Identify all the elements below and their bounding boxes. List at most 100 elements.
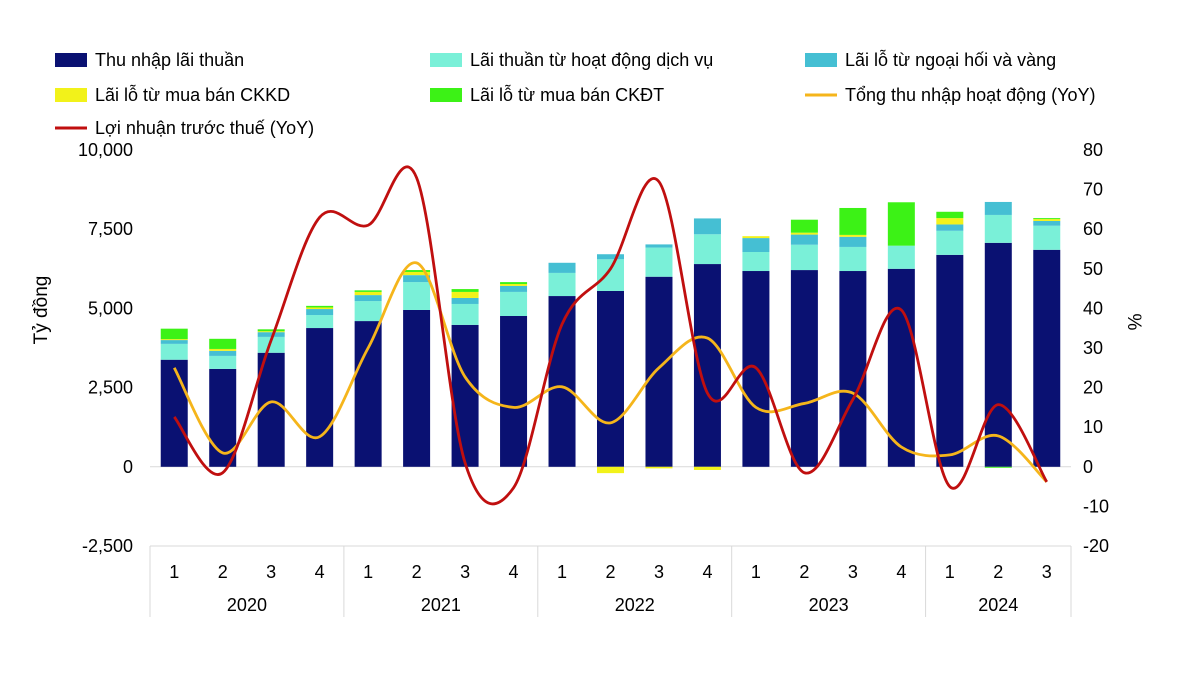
legend-label: Lãi lỗ từ mua bán CKKD bbox=[95, 84, 290, 105]
y-tick-label: 2,500 bbox=[88, 378, 133, 398]
bar-segment bbox=[645, 277, 672, 467]
bar-segment bbox=[742, 238, 769, 252]
y2-tick-label: 0 bbox=[1083, 457, 1093, 477]
bar-segment bbox=[258, 329, 285, 331]
y-tick-label: 7,500 bbox=[88, 219, 133, 239]
y2-tick-label: -20 bbox=[1083, 536, 1109, 556]
bar-segment bbox=[549, 263, 576, 273]
x-tick-label: 3 bbox=[1042, 562, 1052, 582]
y2-tick-label: 20 bbox=[1083, 378, 1103, 398]
y2-tick-label: 10 bbox=[1083, 417, 1103, 437]
bar-segment bbox=[403, 282, 430, 310]
bar-segment bbox=[985, 243, 1012, 467]
bar-segment bbox=[791, 220, 818, 233]
bar-segment bbox=[161, 340, 188, 344]
bar-segment bbox=[209, 339, 236, 349]
bar-segment bbox=[597, 467, 624, 473]
bar-segment bbox=[1033, 250, 1060, 467]
bar-segment bbox=[500, 292, 527, 316]
bar-segment bbox=[597, 291, 624, 467]
bar-segment bbox=[791, 270, 818, 467]
bar-segment bbox=[694, 234, 721, 264]
y2-tick-label: -10 bbox=[1083, 496, 1109, 516]
bar-segment bbox=[355, 290, 382, 292]
x-tick-label: 4 bbox=[896, 562, 906, 582]
bar-segment bbox=[209, 356, 236, 369]
bar-segment bbox=[549, 273, 576, 296]
x-tick-label: 2 bbox=[605, 562, 615, 582]
bar-segment bbox=[1033, 226, 1060, 250]
legend-label: Thu nhập lãi thuần bbox=[95, 50, 244, 70]
y-axis-label: Tỷ đồng bbox=[31, 276, 52, 345]
x-tick-label: 1 bbox=[169, 562, 179, 582]
bar-segment bbox=[452, 325, 479, 467]
bar-segment bbox=[888, 202, 915, 245]
bar-segment bbox=[500, 282, 527, 284]
bar-segment bbox=[645, 467, 672, 469]
bar-segment bbox=[306, 328, 333, 467]
legend-label: Lãi thuần từ hoạt động dịch vụ bbox=[470, 50, 713, 70]
bar-segment bbox=[161, 360, 188, 467]
bar-segment bbox=[403, 310, 430, 467]
bar-segment bbox=[1033, 221, 1060, 226]
x-tick-label: 1 bbox=[945, 562, 955, 582]
bar-segment bbox=[452, 304, 479, 325]
bar-segment bbox=[209, 349, 236, 351]
x-tick-label: 2 bbox=[218, 562, 228, 582]
y-tick-label: -2,500 bbox=[82, 536, 133, 556]
bar-segment bbox=[452, 298, 479, 304]
legend-swatch bbox=[430, 53, 462, 67]
bar-segment bbox=[597, 259, 624, 291]
bar-segment bbox=[645, 244, 672, 247]
x-tick-label: 3 bbox=[266, 562, 276, 582]
bar-segment bbox=[161, 344, 188, 360]
bar-segment bbox=[306, 309, 333, 315]
legend-label: Lợi nhuận trước thuế (YoY) bbox=[95, 118, 314, 138]
y2-tick-label: 80 bbox=[1083, 140, 1103, 160]
bar-segment bbox=[839, 237, 866, 247]
legend-label: Lãi lỗ từ ngoại hối và vàng bbox=[845, 49, 1056, 70]
bars bbox=[161, 202, 1061, 473]
bar-segment bbox=[306, 315, 333, 328]
bar-segment bbox=[936, 231, 963, 255]
x-tick-label: 4 bbox=[702, 562, 712, 582]
legend-label: Tổng thu nhập hoạt động (YoY) bbox=[845, 85, 1096, 105]
bar-segment bbox=[500, 284, 527, 286]
bar-segment bbox=[985, 215, 1012, 243]
x-tick-label: 4 bbox=[315, 562, 325, 582]
legend-swatch bbox=[805, 53, 837, 67]
x-group-label: 2020 bbox=[227, 595, 267, 615]
bar-segment bbox=[936, 224, 963, 230]
legend-swatch bbox=[55, 88, 87, 102]
bar-segment bbox=[258, 331, 285, 332]
legend-label: Lãi lỗ từ mua bán CKĐT bbox=[470, 84, 664, 105]
bar-segment bbox=[936, 218, 963, 224]
bar-segment bbox=[500, 286, 527, 292]
bar-segment bbox=[306, 306, 333, 308]
x-tick-label: 1 bbox=[363, 562, 373, 582]
bar-segment bbox=[936, 212, 963, 218]
x-tick-label: 2 bbox=[412, 562, 422, 582]
bar-segment bbox=[694, 467, 721, 470]
bar-segment bbox=[306, 307, 333, 309]
y2-tick-label: 70 bbox=[1083, 180, 1103, 200]
bar-segment bbox=[985, 202, 1012, 215]
bar-segment bbox=[1033, 218, 1060, 219]
bar-segment bbox=[888, 246, 915, 269]
y2-tick-label: 40 bbox=[1083, 298, 1103, 318]
x-tick-label: 3 bbox=[654, 562, 664, 582]
y2-tick-label: 30 bbox=[1083, 338, 1103, 358]
bar-segment bbox=[597, 254, 624, 259]
x-group-label: 2022 bbox=[615, 595, 655, 615]
bar-segment bbox=[161, 339, 188, 340]
bar-segment bbox=[985, 467, 1012, 468]
bar-segment bbox=[355, 295, 382, 301]
bar-segment bbox=[839, 247, 866, 271]
bar-segment bbox=[694, 218, 721, 234]
legend: Thu nhập lãi thuần Lãi thuần từ hoạt động… bbox=[55, 49, 1096, 138]
y-tick-label: 0 bbox=[123, 457, 133, 477]
x-tick-label: 2 bbox=[799, 562, 809, 582]
bar-segment bbox=[355, 292, 382, 295]
x-tick-label: 3 bbox=[460, 562, 470, 582]
